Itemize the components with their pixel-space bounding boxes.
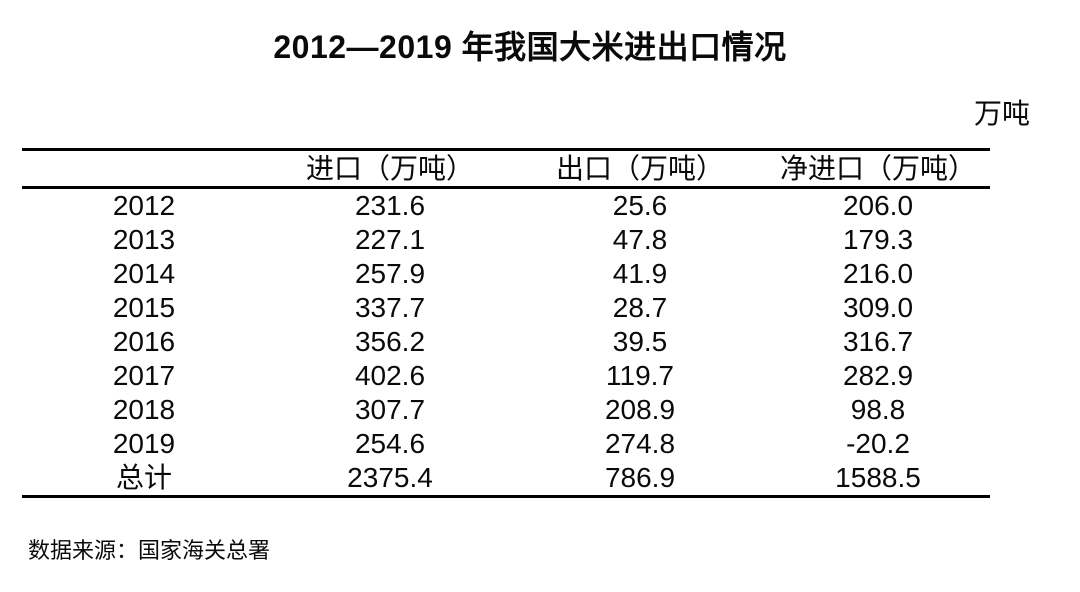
value-cell: 2375.4	[347, 462, 433, 493]
row-label-cell: 2014	[112, 258, 176, 289]
table-row: 2016 356.2 39.5 316.7	[22, 325, 990, 359]
value-cell: 254.6	[354, 428, 426, 459]
table-row: 2015 337.7 28.7 309.0	[22, 291, 990, 325]
value-cell: 216.0	[842, 258, 914, 289]
row-label-cell: 2013	[112, 224, 176, 255]
row-label-cell: 2015	[112, 292, 176, 323]
value-cell: -20.2	[846, 428, 910, 459]
table-row: 2014 257.9 41.9 216.0	[22, 257, 990, 291]
column-header: 出口（万吨）	[514, 149, 766, 189]
table-header-row: 进口（万吨） 出口（万吨） 净进口（万吨）	[22, 149, 990, 189]
value-cell: 282.9	[842, 360, 914, 391]
row-label-cell: 总计	[115, 462, 172, 493]
value-cell: 25.6	[612, 190, 668, 221]
value-cell: 98.8	[850, 394, 906, 425]
value-cell: 309.0	[842, 292, 914, 323]
value-cell: 39.5	[612, 326, 668, 357]
value-cell: 356.2	[354, 326, 426, 357]
value-cell: 47.8	[612, 224, 668, 255]
year-column-header	[22, 149, 266, 189]
table-body: 2012 231.6 25.6 206.0 2013 227.1 47.8 179.3 2014…	[22, 188, 990, 497]
value-cell: 337.7	[354, 292, 426, 323]
value-cell: 227.1	[354, 224, 426, 255]
value-cell: 208.9	[604, 394, 676, 425]
row-label-cell: 2018	[112, 394, 176, 425]
source-note: 数据来源：国家海关总署	[28, 538, 271, 563]
column-header: 进口（万吨）	[266, 149, 514, 189]
value-cell: 257.9	[354, 258, 426, 289]
table-row: 2018 307.7 208.9 98.8	[22, 393, 990, 427]
rice-trade-table: 进口（万吨） 出口（万吨） 净进口（万吨） 2012 231.6 25.6 206.0 20…	[22, 148, 990, 498]
row-label-cell: 2012	[112, 190, 176, 221]
column-header: 净进口（万吨）	[766, 149, 990, 189]
value-cell: 307.7	[354, 394, 426, 425]
value-cell: 119.7	[606, 360, 674, 391]
table-row-total: 总计 2375.4 786.9 1588.5	[22, 461, 990, 497]
value-cell: 231.6	[354, 190, 426, 221]
value-cell: 786.9	[604, 462, 676, 493]
value-cell: 316.7	[842, 326, 914, 357]
value-cell: 402.6	[354, 360, 426, 391]
row-label-cell: 2019	[112, 428, 176, 459]
table-head: 进口（万吨） 出口（万吨） 净进口（万吨）	[22, 149, 990, 189]
table-row: 2019 254.6 274.8 -20.2	[22, 427, 990, 461]
value-cell: 179.3	[842, 224, 914, 255]
row-label-cell: 2017	[112, 360, 176, 391]
row-label-cell: 2016	[112, 326, 176, 357]
unit-label: 万吨	[973, 98, 1030, 129]
value-cell: 1588.5	[835, 462, 921, 493]
value-cell: 206.0	[842, 190, 914, 221]
figure-title: 2012—2019 年我国大米进出口情况	[273, 29, 787, 65]
table-row: 2017 402.6 119.7 282.9	[22, 359, 990, 393]
table-row: 2013 227.1 47.8 179.3	[22, 223, 990, 257]
value-cell: 28.7	[612, 292, 668, 323]
value-cell: 41.9	[612, 258, 668, 289]
table-row: 2012 231.6 25.6 206.0	[22, 188, 990, 224]
value-cell: 274.8	[604, 428, 676, 459]
